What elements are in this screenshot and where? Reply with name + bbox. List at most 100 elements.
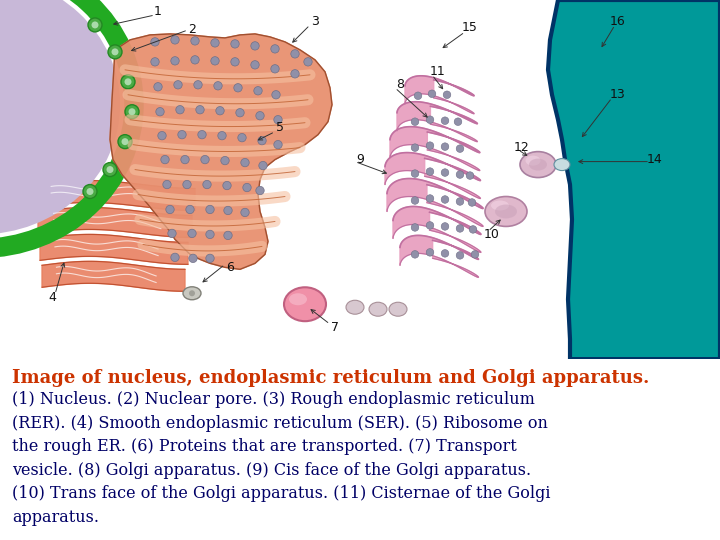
Circle shape	[194, 80, 202, 89]
Text: 7: 7	[331, 321, 339, 334]
Circle shape	[411, 251, 419, 258]
Circle shape	[156, 107, 164, 116]
Circle shape	[150, 58, 159, 66]
Circle shape	[456, 225, 464, 232]
Circle shape	[234, 84, 242, 92]
Text: 1: 1	[154, 5, 162, 18]
Circle shape	[426, 116, 433, 124]
Ellipse shape	[284, 287, 326, 321]
Circle shape	[211, 57, 219, 65]
Circle shape	[224, 206, 232, 215]
Circle shape	[291, 70, 300, 78]
Circle shape	[178, 131, 186, 139]
Circle shape	[240, 208, 249, 217]
Circle shape	[181, 156, 189, 164]
Circle shape	[191, 56, 199, 64]
Circle shape	[183, 180, 192, 188]
Circle shape	[251, 60, 259, 69]
Ellipse shape	[389, 302, 407, 316]
Ellipse shape	[289, 293, 307, 305]
Circle shape	[426, 248, 433, 256]
Circle shape	[107, 166, 114, 173]
Polygon shape	[400, 235, 479, 278]
Circle shape	[274, 140, 282, 149]
Circle shape	[158, 131, 166, 140]
Circle shape	[221, 157, 229, 165]
Ellipse shape	[529, 159, 547, 171]
Polygon shape	[42, 261, 185, 291]
Circle shape	[198, 131, 206, 139]
Circle shape	[441, 249, 449, 257]
Polygon shape	[397, 102, 477, 141]
Circle shape	[176, 105, 184, 114]
Circle shape	[467, 172, 474, 179]
Circle shape	[243, 184, 251, 192]
Circle shape	[121, 75, 135, 89]
Circle shape	[441, 143, 449, 151]
Circle shape	[251, 42, 259, 50]
Circle shape	[238, 133, 246, 142]
Circle shape	[469, 226, 477, 233]
Circle shape	[222, 181, 231, 190]
Text: Image of nucleus, endoplasmic reticulum and Golgi apparatus.: Image of nucleus, endoplasmic reticulum …	[12, 369, 649, 387]
Circle shape	[125, 78, 132, 85]
Circle shape	[271, 65, 279, 73]
Text: 14: 14	[647, 153, 663, 166]
Circle shape	[122, 138, 128, 145]
Circle shape	[258, 137, 266, 145]
Ellipse shape	[554, 159, 570, 171]
Ellipse shape	[369, 302, 387, 316]
Circle shape	[441, 117, 449, 125]
Circle shape	[216, 106, 224, 115]
Circle shape	[171, 36, 179, 44]
Polygon shape	[385, 153, 480, 199]
Text: 8: 8	[396, 78, 404, 91]
Polygon shape	[110, 34, 332, 269]
Circle shape	[189, 291, 195, 296]
Circle shape	[414, 92, 422, 99]
Circle shape	[274, 116, 282, 124]
Circle shape	[271, 45, 279, 53]
Circle shape	[256, 186, 264, 195]
Ellipse shape	[183, 287, 201, 300]
Circle shape	[426, 195, 433, 202]
Circle shape	[454, 118, 462, 125]
Ellipse shape	[526, 156, 541, 166]
Text: 13: 13	[610, 88, 626, 102]
Text: 10: 10	[484, 228, 500, 241]
Circle shape	[91, 22, 99, 29]
Circle shape	[456, 252, 464, 259]
Text: 11: 11	[430, 65, 446, 78]
Text: 6: 6	[226, 261, 234, 274]
Circle shape	[254, 86, 262, 95]
Circle shape	[188, 229, 196, 238]
Circle shape	[112, 49, 119, 56]
Text: 4: 4	[48, 291, 56, 304]
Circle shape	[236, 109, 244, 117]
Circle shape	[441, 195, 449, 203]
Text: 12: 12	[514, 141, 530, 154]
Text: (1) Nucleus. (2) Nuclear pore. (3) Rough endoplasmic reticulum
(RER). (4) Smooth: (1) Nucleus. (2) Nuclear pore. (3) Rough…	[12, 392, 551, 526]
Circle shape	[456, 198, 464, 205]
Circle shape	[441, 169, 449, 177]
Circle shape	[171, 253, 179, 261]
Circle shape	[291, 50, 300, 58]
Circle shape	[426, 168, 433, 176]
Circle shape	[411, 118, 419, 125]
Circle shape	[186, 205, 194, 214]
Circle shape	[426, 142, 433, 150]
Circle shape	[128, 108, 135, 115]
Circle shape	[168, 229, 176, 238]
Circle shape	[411, 197, 419, 204]
Circle shape	[206, 254, 215, 262]
Text: 3: 3	[311, 16, 319, 29]
Circle shape	[86, 188, 94, 195]
Circle shape	[125, 105, 139, 119]
Ellipse shape	[520, 152, 556, 178]
Polygon shape	[548, 0, 720, 359]
Circle shape	[256, 112, 264, 120]
Circle shape	[444, 91, 451, 99]
Circle shape	[471, 251, 479, 258]
Circle shape	[154, 83, 162, 91]
Circle shape	[174, 80, 182, 89]
